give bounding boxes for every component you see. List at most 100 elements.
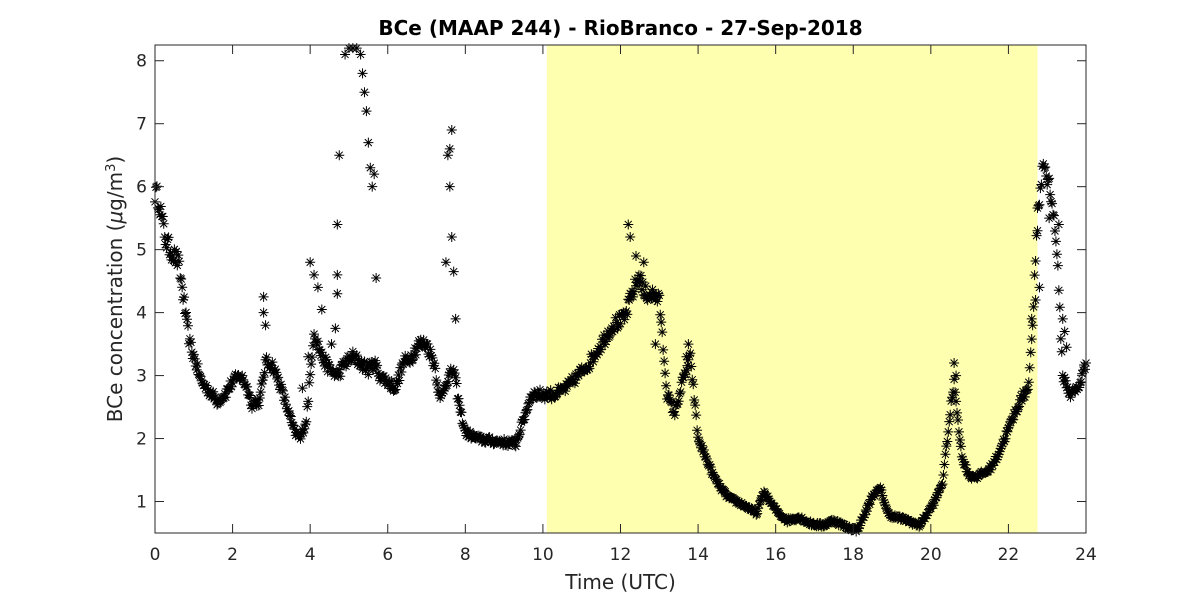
data-point bbox=[570, 369, 581, 380]
data-point bbox=[951, 396, 962, 407]
data-point bbox=[877, 490, 888, 501]
data-point bbox=[398, 359, 409, 370]
data-point bbox=[268, 367, 279, 378]
data-point bbox=[341, 361, 352, 372]
data-point bbox=[583, 361, 594, 372]
data-point bbox=[300, 419, 311, 430]
data-point bbox=[357, 364, 368, 375]
data-point bbox=[195, 371, 206, 382]
data-point bbox=[869, 490, 880, 501]
data-point bbox=[475, 431, 486, 442]
data-point bbox=[839, 519, 850, 530]
data-point bbox=[652, 296, 663, 307]
data-point bbox=[637, 277, 648, 288]
data-point bbox=[245, 390, 256, 401]
data-point bbox=[989, 457, 1000, 468]
data-point bbox=[695, 438, 706, 449]
data-point bbox=[220, 392, 231, 403]
data-point bbox=[432, 379, 443, 390]
data-point bbox=[1034, 282, 1045, 293]
data-point bbox=[733, 496, 744, 507]
data-point bbox=[1031, 230, 1042, 241]
data-point bbox=[635, 270, 646, 281]
data-point bbox=[266, 360, 277, 371]
data-point bbox=[687, 374, 698, 385]
data-point bbox=[1049, 225, 1060, 236]
data-point bbox=[258, 307, 269, 318]
x-tick-label: 8 bbox=[460, 545, 471, 565]
data-point bbox=[469, 429, 480, 440]
data-point bbox=[430, 363, 441, 374]
data-point bbox=[796, 512, 807, 523]
data-point bbox=[676, 377, 687, 388]
data-point bbox=[429, 358, 440, 369]
data-point bbox=[672, 399, 683, 410]
y-axis-label-superscript: 3 bbox=[104, 164, 119, 172]
data-point bbox=[538, 388, 549, 399]
data-point bbox=[302, 401, 313, 412]
data-point bbox=[944, 416, 955, 427]
data-point bbox=[1050, 236, 1061, 247]
data-point bbox=[374, 375, 385, 386]
data-point bbox=[636, 284, 647, 295]
data-point bbox=[297, 383, 308, 394]
data-point bbox=[340, 49, 351, 60]
data-point bbox=[995, 443, 1006, 454]
data-point bbox=[533, 388, 544, 399]
data-point bbox=[442, 150, 453, 161]
data-markers bbox=[150, 43, 1091, 537]
data-point bbox=[316, 304, 327, 315]
data-point bbox=[519, 414, 530, 425]
data-point bbox=[424, 351, 435, 362]
data-point bbox=[680, 369, 691, 380]
data-point bbox=[285, 411, 296, 422]
data-point bbox=[514, 429, 525, 440]
data-point bbox=[745, 505, 756, 516]
data-point bbox=[639, 290, 650, 301]
data-point bbox=[188, 349, 199, 360]
data-point bbox=[443, 370, 454, 381]
data-point bbox=[935, 482, 946, 493]
data-point bbox=[446, 232, 457, 243]
data-point bbox=[173, 250, 184, 261]
data-point bbox=[363, 137, 374, 148]
data-point bbox=[362, 361, 373, 372]
data-point bbox=[686, 361, 697, 372]
data-point bbox=[326, 339, 337, 350]
data-point bbox=[999, 436, 1010, 447]
data-point bbox=[366, 357, 377, 368]
data-point bbox=[440, 257, 451, 268]
data-point bbox=[705, 461, 716, 472]
data-point bbox=[956, 451, 967, 462]
data-point bbox=[171, 246, 182, 257]
data-point bbox=[1005, 416, 1016, 427]
data-point bbox=[288, 420, 299, 431]
data-point bbox=[453, 393, 464, 404]
data-point bbox=[299, 423, 310, 434]
data-point bbox=[1062, 382, 1073, 393]
data-point bbox=[431, 375, 442, 386]
data-point bbox=[629, 286, 640, 297]
data-point bbox=[394, 375, 405, 386]
data-point bbox=[335, 371, 346, 382]
data-point bbox=[1002, 426, 1013, 437]
data-point bbox=[420, 342, 431, 353]
data-point bbox=[153, 204, 164, 215]
data-point bbox=[1044, 173, 1055, 184]
data-point bbox=[357, 68, 368, 79]
data-point bbox=[1016, 390, 1027, 401]
data-point bbox=[692, 425, 703, 436]
data-point bbox=[411, 343, 422, 354]
data-point bbox=[359, 356, 370, 367]
data-point bbox=[448, 364, 459, 375]
x-tick-label: 24 bbox=[1075, 545, 1097, 565]
data-point bbox=[444, 143, 455, 154]
data-point bbox=[351, 43, 362, 54]
data-point bbox=[258, 372, 269, 383]
data-point bbox=[947, 392, 958, 403]
data-point bbox=[478, 433, 489, 444]
data-point bbox=[365, 359, 376, 370]
data-point bbox=[361, 362, 372, 373]
data-point bbox=[655, 309, 666, 320]
data-point bbox=[451, 378, 462, 389]
